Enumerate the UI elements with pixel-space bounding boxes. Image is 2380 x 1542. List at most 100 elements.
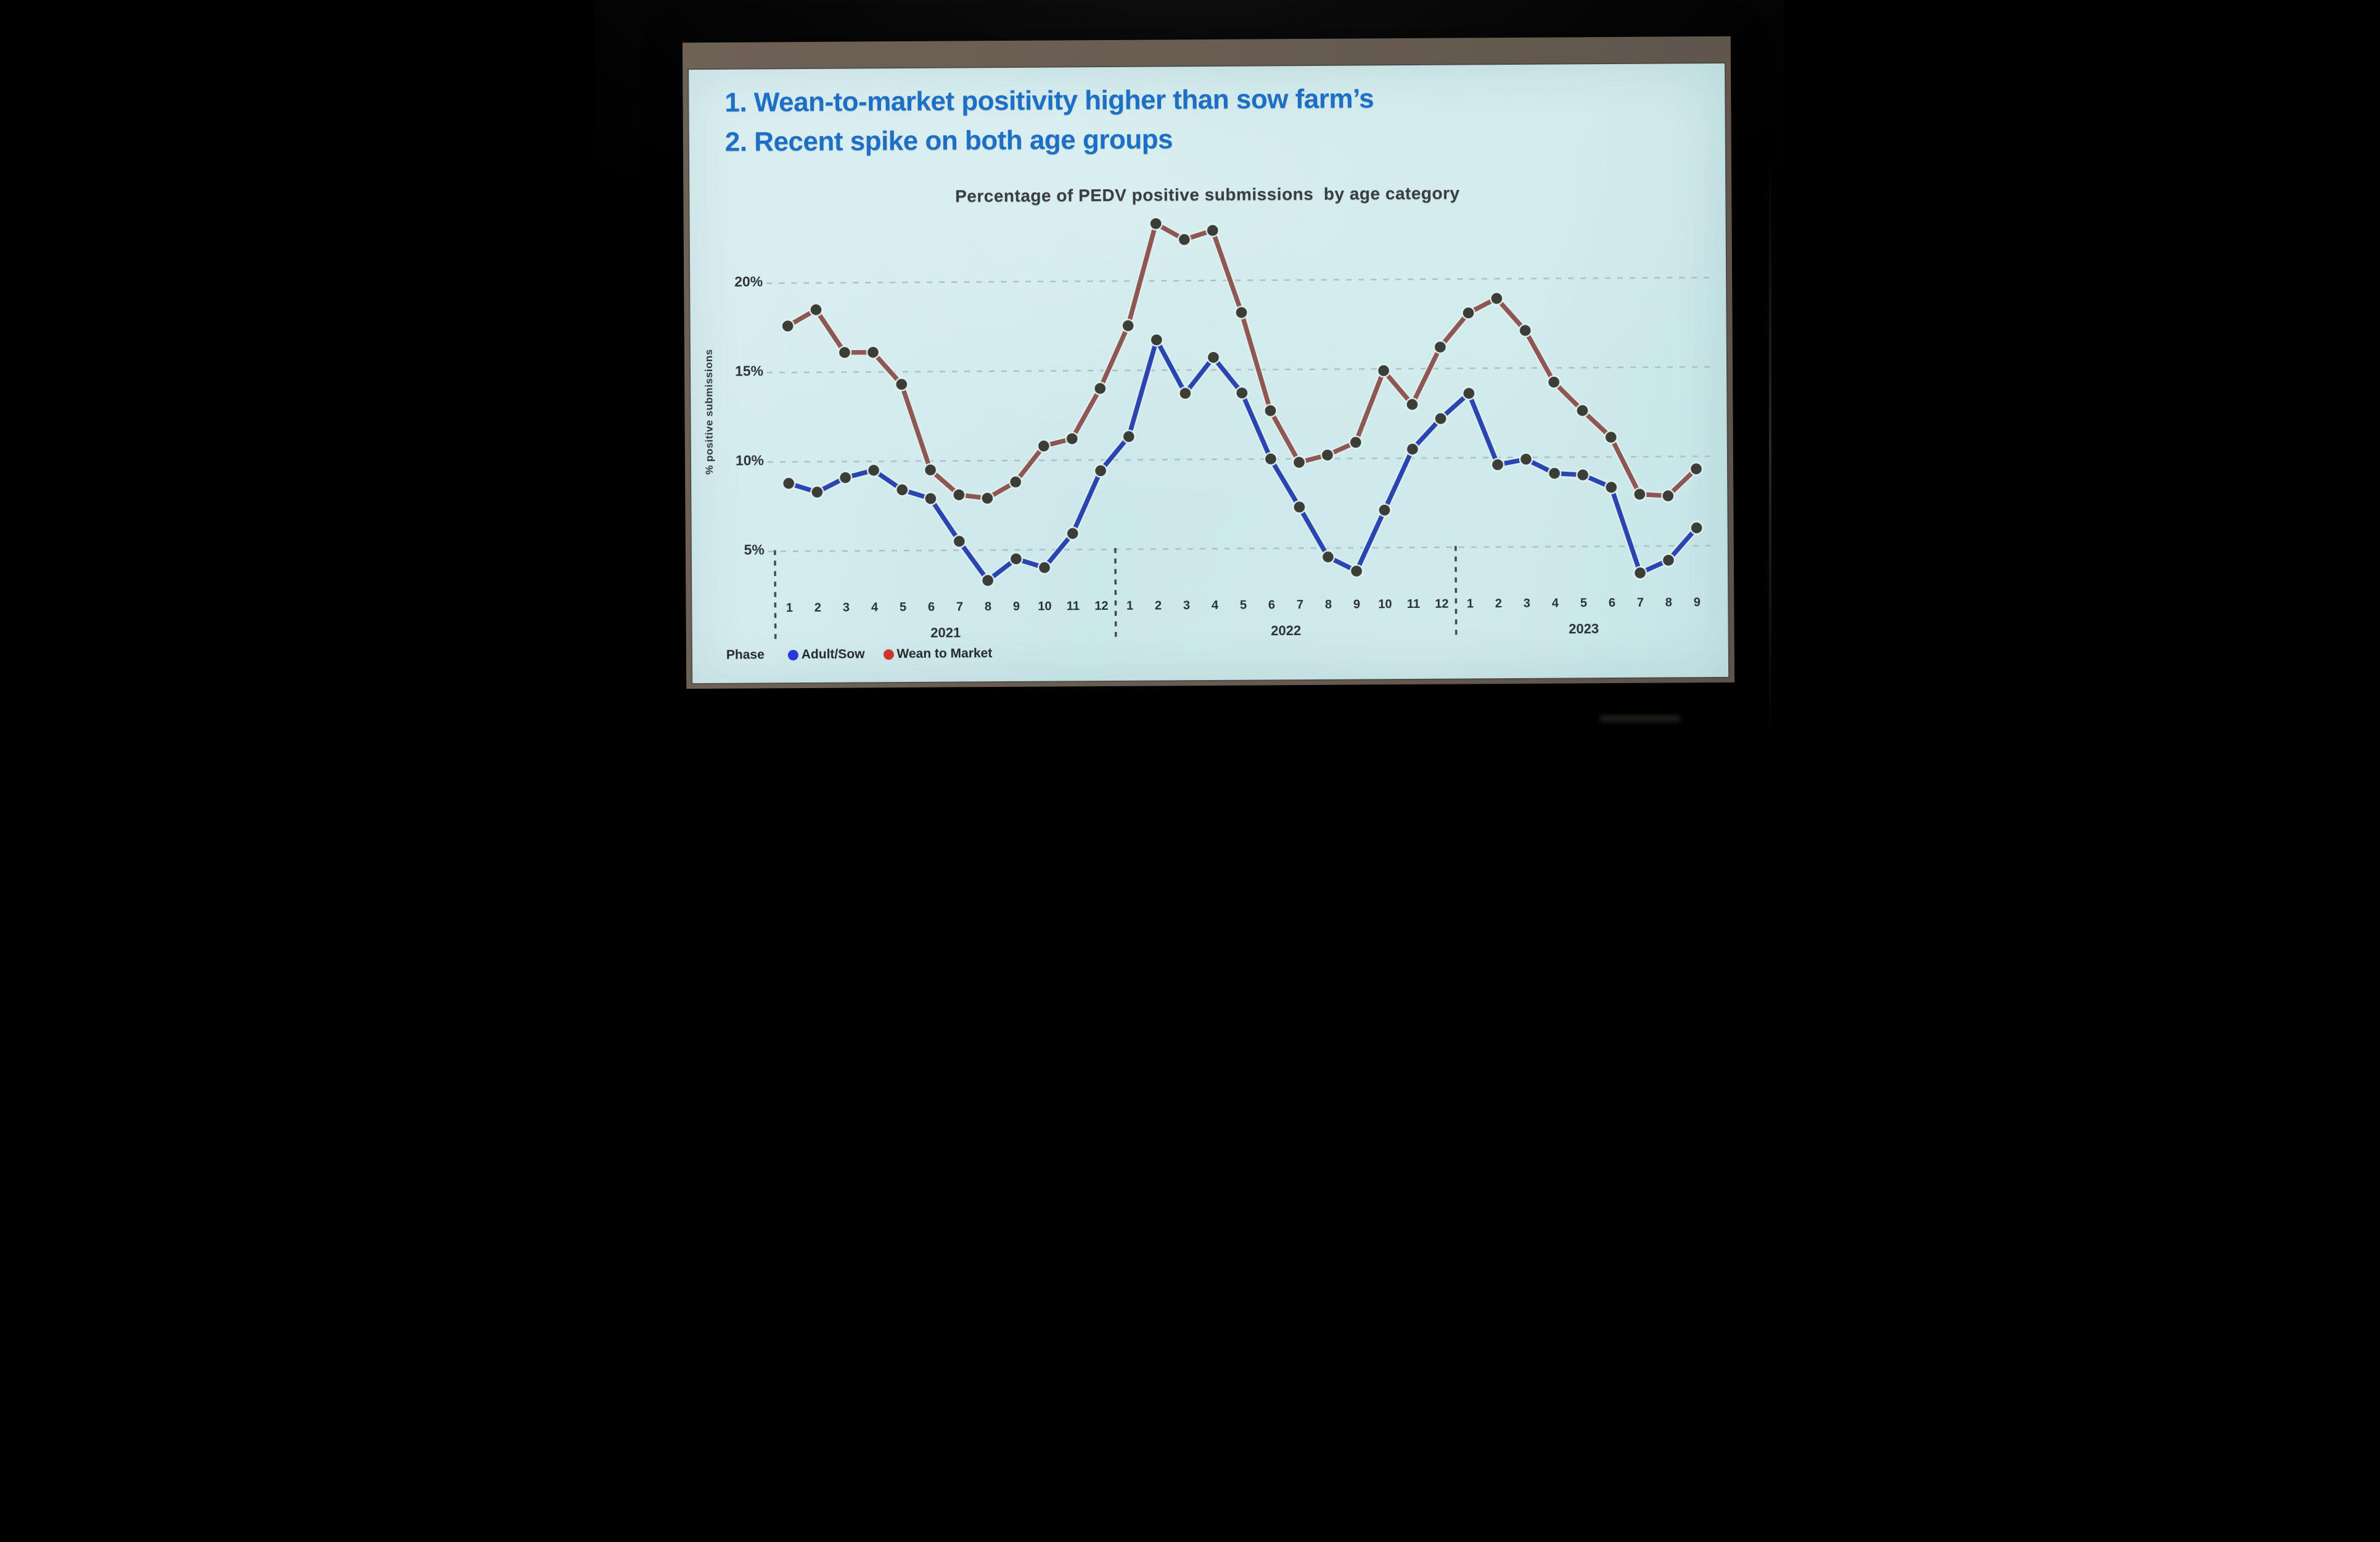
data-point	[1093, 381, 1107, 396]
x-tick-label: 9	[1013, 600, 1020, 613]
series-halo	[784, 219, 1701, 502]
data-point	[1263, 452, 1278, 466]
wean-to-market-dot-icon	[883, 649, 894, 660]
x-tick-label: 11	[1407, 597, 1420, 611]
y-tick-label-15: 15%	[734, 363, 764, 379]
x-tick-label: 10	[1378, 597, 1392, 611]
data-point	[1065, 432, 1080, 446]
data-point	[895, 483, 909, 497]
year-label-2022: 2022	[1271, 623, 1301, 638]
data-point	[1009, 552, 1024, 566]
year-separator	[774, 550, 777, 645]
x-tick-label: 4	[871, 601, 879, 614]
slide: 1. Wean-to-market positivity higher than…	[689, 63, 1729, 684]
data-point	[1604, 480, 1619, 494]
projection-screen: 1. Wean-to-market positivity higher than…	[682, 36, 1735, 689]
data-point	[1065, 527, 1080, 541]
chart-legend: Phase Adult/Sow Wean to Market	[726, 646, 1011, 663]
data-point	[923, 463, 938, 477]
data-point	[1122, 429, 1136, 444]
x-tick-label: 3	[1183, 599, 1190, 612]
data-point	[1037, 560, 1052, 575]
x-tick-label: 1	[1126, 599, 1133, 613]
chart-title: Percentage of PEDV positive submissions …	[954, 183, 1460, 206]
x-tick-label: 12	[1435, 597, 1448, 611]
legend-phase-label: Phase	[726, 647, 765, 662]
data-point	[1434, 411, 1448, 426]
data-point	[1433, 340, 1448, 355]
data-point	[781, 476, 796, 491]
x-tick-label: 12	[1094, 599, 1108, 613]
y-tick-label-20: 20%	[734, 273, 763, 290]
data-point	[866, 463, 881, 478]
x-tick-label: 8	[985, 600, 991, 613]
headline: 1. Wean-to-market positivity higher than…	[724, 78, 1650, 162]
x-tick-label: 5	[900, 601, 906, 614]
year-label-2023: 2023	[1569, 621, 1599, 636]
y-tick-label-10: 10%	[735, 452, 765, 469]
legend-label-adult-sow: Adult/Sow	[801, 647, 865, 662]
data-point	[1661, 489, 1675, 503]
data-point	[1633, 487, 1647, 501]
x-tick-label: 5	[1240, 599, 1247, 612]
x-tick-label: 9	[1694, 596, 1701, 609]
data-point	[1149, 332, 1164, 347]
x-tick-label: 1	[786, 601, 793, 615]
data-point	[894, 377, 909, 392]
data-point	[1661, 553, 1676, 567]
data-point	[809, 303, 823, 317]
gridline-5	[768, 544, 1715, 552]
photo-of-projected-slide: 1. Wean-to-market positivity higher than…	[595, 0, 1785, 771]
gridline-15	[767, 366, 1715, 374]
data-point	[810, 485, 824, 499]
adult-sow-dot-icon	[787, 649, 798, 660]
data-point	[1689, 520, 1704, 535]
data-point	[1405, 442, 1420, 456]
x-tick-label: 2	[1155, 599, 1162, 612]
x-tick-label: 2	[1495, 597, 1502, 610]
x-tick-label: 5	[1580, 596, 1587, 610]
data-point	[980, 573, 995, 588]
data-point	[1263, 403, 1278, 418]
data-point	[838, 470, 853, 485]
data-point	[1604, 430, 1619, 445]
data-point	[980, 491, 995, 506]
data-point	[866, 345, 880, 359]
data-point	[1235, 386, 1249, 400]
y-tick-label-5: 5%	[744, 541, 765, 558]
x-tick-label: 8	[1665, 596, 1672, 609]
headline-line-2: 2. Recent spike on both age groups	[724, 124, 1173, 157]
data-point	[1376, 363, 1391, 378]
data-point	[1234, 305, 1249, 320]
x-tick-label: 8	[1325, 598, 1332, 612]
screen-edge-highlight	[1769, 154, 1771, 740]
y-axis-ticks: 5% 10% 15% 20%	[689, 69, 765, 683]
x-tick-label: 10	[1038, 600, 1051, 613]
data-point	[1177, 232, 1192, 247]
projector-watermark	[1600, 715, 1680, 723]
data-point	[1490, 457, 1505, 472]
x-tick-label: 9	[1353, 598, 1360, 612]
data-point	[1518, 323, 1532, 338]
x-tick-label: 4	[1552, 597, 1559, 610]
x-tick-label: 3	[1524, 597, 1530, 610]
data-point	[1178, 386, 1192, 401]
x-tick-label: 6	[1609, 596, 1615, 610]
data-point	[1321, 550, 1336, 564]
data-point	[952, 534, 967, 549]
data-point	[1547, 466, 1562, 480]
x-tick-label: 11	[1067, 599, 1080, 613]
data-point	[837, 345, 852, 359]
x-tick-label: 6	[1268, 598, 1275, 612]
data-point	[1292, 500, 1307, 514]
legend-item-adult-sow: Adult/Sow	[787, 647, 865, 662]
x-tick-label: 7	[956, 600, 963, 613]
data-point	[1490, 291, 1504, 306]
data-point	[1461, 306, 1475, 320]
data-point	[1519, 452, 1533, 467]
data-point	[1546, 375, 1561, 390]
x-tick-label: 4	[1212, 599, 1219, 612]
data-point	[924, 491, 938, 506]
headline-line-1: 1. Wean-to-market positivity higher than…	[724, 83, 1374, 118]
